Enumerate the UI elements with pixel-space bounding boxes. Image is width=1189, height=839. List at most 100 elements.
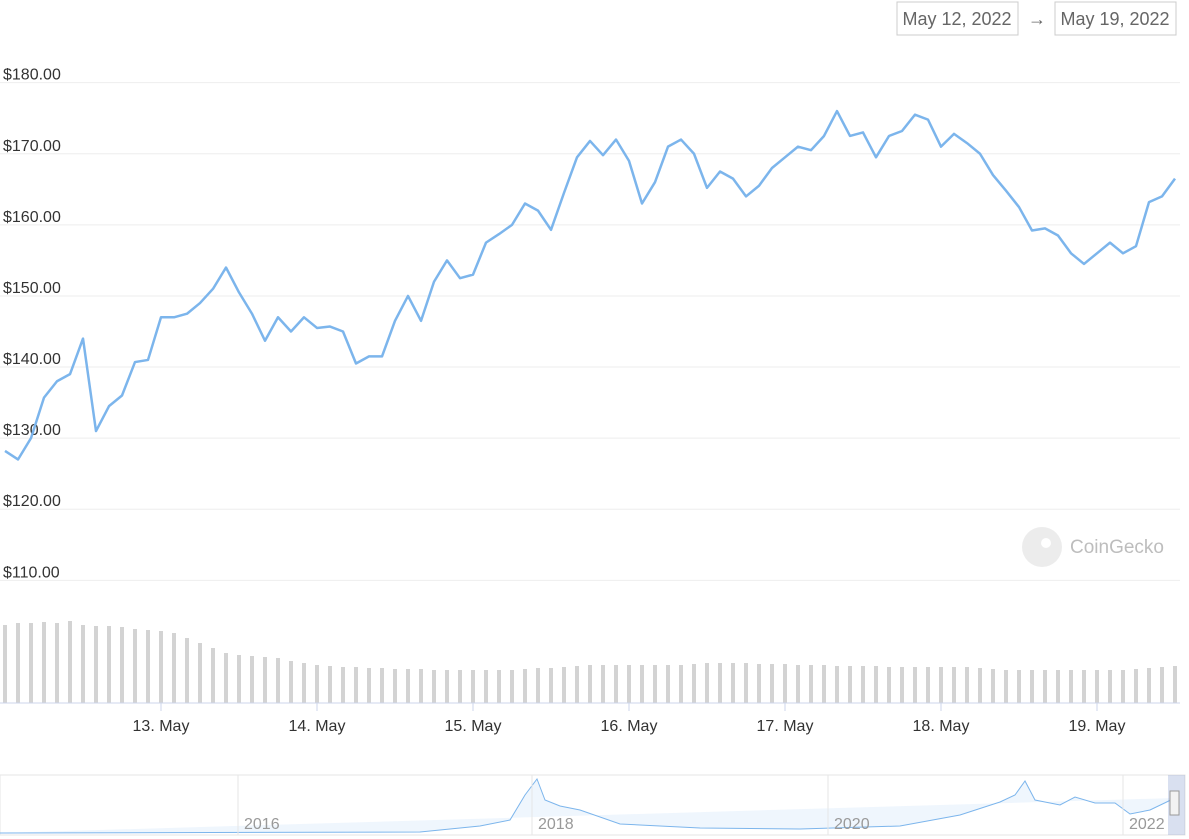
y-tick-label: $180.00: [3, 67, 61, 84]
volume-bar: [484, 670, 488, 703]
volume-bar: [341, 667, 345, 703]
volume-bar: [55, 623, 59, 703]
y-tick-label: $130.00: [3, 422, 61, 439]
volume-bar: [237, 655, 241, 703]
range-start[interactable]: May 12, 2022: [902, 9, 1011, 29]
range-end[interactable]: May 19, 2022: [1060, 9, 1169, 29]
volume-bar: [172, 633, 176, 703]
volume-bar: [471, 670, 475, 703]
volume-bar: [536, 668, 540, 703]
volume-bar: [380, 668, 384, 703]
volume-bar: [1043, 670, 1047, 703]
volume-bar: [822, 665, 826, 703]
volume-bar: [601, 665, 605, 703]
volume-bar: [783, 664, 787, 703]
volume-bar: [679, 665, 683, 703]
x-tick-label: 14. May: [289, 718, 346, 735]
volume-bar: [224, 653, 228, 703]
x-tick-label: 17. May: [757, 718, 814, 735]
volume-bar: [965, 667, 969, 703]
y-tick-label: $160.00: [3, 209, 61, 226]
volume-bar: [16, 623, 20, 703]
volume-bar: [328, 666, 332, 703]
volume-bar: [81, 625, 85, 703]
volume-bar: [3, 625, 7, 703]
volume-bar: [991, 669, 995, 703]
volume-bar: [809, 665, 813, 703]
volume-bar: [523, 669, 527, 703]
volume-bar: [1030, 670, 1034, 703]
navigator-frame: [0, 774, 1186, 836]
volume-bar: [146, 630, 150, 703]
range-start-box[interactable]: [896, 1, 1019, 36]
volume-bar: [1121, 670, 1125, 703]
volume-bar: [757, 664, 761, 703]
volume-bar: [1056, 670, 1060, 703]
navigator-series: [0, 777, 1176, 834]
volume-bar: [627, 665, 631, 703]
volume-bar: [497, 670, 501, 703]
volume-bar: [315, 665, 319, 703]
y-tick-label: $120.00: [3, 493, 61, 510]
volume-bar: [393, 669, 397, 703]
volume-bar: [445, 670, 449, 703]
volume-bar: [653, 665, 657, 703]
volume-bar: [562, 667, 566, 703]
y-tick-label: $150.00: [3, 280, 61, 297]
volume-bar: [731, 663, 735, 703]
volume-bar: [1069, 670, 1073, 703]
price-line: [4, 109, 1177, 461]
volume-bar: [276, 658, 280, 703]
volume-bar: [185, 638, 189, 703]
volume-bar: [211, 648, 215, 703]
volume-bar: [588, 665, 592, 703]
volume-bar: [263, 657, 267, 703]
volume-bar: [42, 622, 46, 703]
volume-bar: [419, 669, 423, 703]
navigator-handle[interactable]: [1169, 790, 1180, 816]
volume-bar: [1017, 670, 1021, 703]
volume-bar: [1108, 670, 1112, 703]
watermark: CoinGecko: [1022, 527, 1164, 567]
volume-bar: [848, 666, 852, 703]
volume-bar: [510, 670, 514, 703]
range-end-box[interactable]: [1054, 1, 1177, 36]
volume-bar: [406, 669, 410, 703]
watermark-logo: [1022, 527, 1062, 567]
volume-bar: [926, 667, 930, 703]
volume-bar: [1004, 670, 1008, 703]
volume-bar: [575, 666, 579, 703]
x-tick-label: 15. May: [445, 718, 502, 735]
volume-bar: [354, 667, 358, 703]
watermark-text: CoinGecko: [1070, 537, 1164, 558]
volume-bar: [107, 626, 111, 703]
volume-bar: [861, 666, 865, 703]
volume-bar: [796, 665, 800, 703]
y-tick-label: $110.00: [3, 564, 60, 581]
volume-bar: [432, 670, 436, 703]
volume-bar: [29, 623, 33, 703]
x-tick-label: 18. May: [913, 718, 970, 735]
volume-bar: [939, 667, 943, 703]
volume-bar: [120, 627, 124, 703]
volume-bar: [1082, 670, 1086, 703]
volume-bar: [250, 656, 254, 703]
volume-bar: [692, 664, 696, 703]
volume-bar: [289, 661, 293, 703]
volume-bar: [744, 663, 748, 703]
y-tick-label: $140.00: [3, 351, 61, 368]
volume-bar: [705, 663, 709, 703]
range-arrow: →: [1028, 9, 1046, 29]
volume-bar: [666, 665, 670, 703]
volume-bar: [887, 667, 891, 703]
volume-bar: [1173, 666, 1177, 703]
x-tick-label: 16. May: [601, 718, 658, 735]
volume-bar: [874, 666, 878, 703]
navigator-label: 2020: [834, 816, 870, 833]
volume-bar: [68, 621, 72, 703]
volume-bar: [718, 663, 722, 703]
volume-bar: [133, 629, 137, 703]
volume-bar: [1147, 668, 1151, 703]
volume-bar: [367, 668, 371, 703]
